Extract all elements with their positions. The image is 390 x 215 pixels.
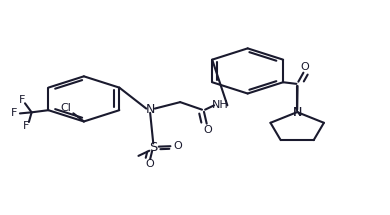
Text: O: O <box>173 141 182 151</box>
Text: F: F <box>19 95 25 105</box>
Text: N: N <box>292 106 302 119</box>
Text: N: N <box>145 103 155 116</box>
Text: O: O <box>145 160 154 169</box>
Text: F: F <box>23 121 29 131</box>
Text: F: F <box>11 108 18 118</box>
Text: NH: NH <box>212 100 229 110</box>
Text: N: N <box>292 106 302 119</box>
Text: S: S <box>149 141 158 154</box>
Text: O: O <box>204 125 212 135</box>
Text: Cl: Cl <box>61 103 72 113</box>
Text: O: O <box>300 62 309 72</box>
